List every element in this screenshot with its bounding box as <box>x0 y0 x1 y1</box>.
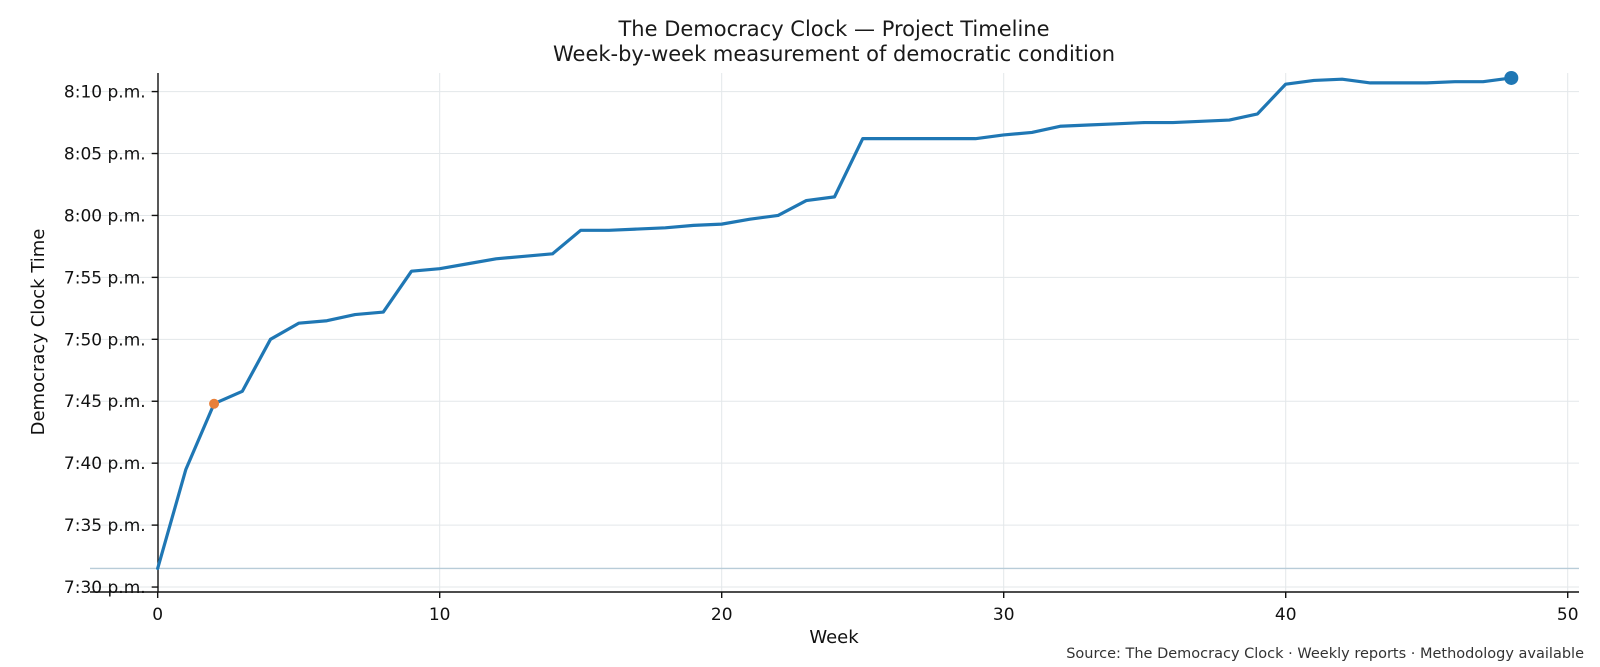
y-tick-label: 8:05 p.m. <box>64 145 146 165</box>
latest-point-marker <box>1504 70 1519 85</box>
series-line <box>156 76 1513 571</box>
x-tick-label: 30 <box>993 605 1015 625</box>
y-axis-label: Democracy Clock Time <box>28 229 49 436</box>
axes <box>90 73 1579 593</box>
x-tick-label: 40 <box>1275 605 1297 625</box>
highlight-point-marker <box>209 398 220 409</box>
chart-subtitle: Week-by-week measurement of democratic c… <box>553 42 1115 66</box>
y-tick-label: 7:35 p.m. <box>64 516 146 536</box>
y-tick-label: 8:10 p.m. <box>64 83 146 103</box>
grid-lines <box>90 73 1579 592</box>
x-axis-label: Week <box>809 627 859 648</box>
y-tick-label: 7:40 p.m. <box>64 454 146 474</box>
x-tick-label: 50 <box>1557 605 1579 625</box>
y-tick-label: 7:55 p.m. <box>64 268 146 288</box>
chart-title: The Democracy Clock — Project Timeline <box>617 17 1049 41</box>
highlight-points <box>209 70 1519 409</box>
series-layer <box>156 76 1513 571</box>
y-tick-label: 7:45 p.m. <box>64 392 146 412</box>
x-tick-label: 10 <box>429 605 451 625</box>
y-tick-label: 7:30 p.m. <box>64 578 146 598</box>
x-ticks: 0 10 20 30 40 50 <box>152 592 1579 625</box>
x-tick-label: 20 <box>711 605 733 625</box>
source-note: Source: The Democracy Clock · Weekly rep… <box>1066 646 1584 662</box>
y-tick-label: 7:50 p.m. <box>64 330 146 350</box>
y-ticks: 7:30 p.m. 7:35 p.m. 7:40 p.m. 7:45 p.m. 7:50… <box>64 83 158 598</box>
y-tick-label: 8:00 p.m. <box>64 206 146 226</box>
x-tick-label: 0 <box>152 605 163 625</box>
